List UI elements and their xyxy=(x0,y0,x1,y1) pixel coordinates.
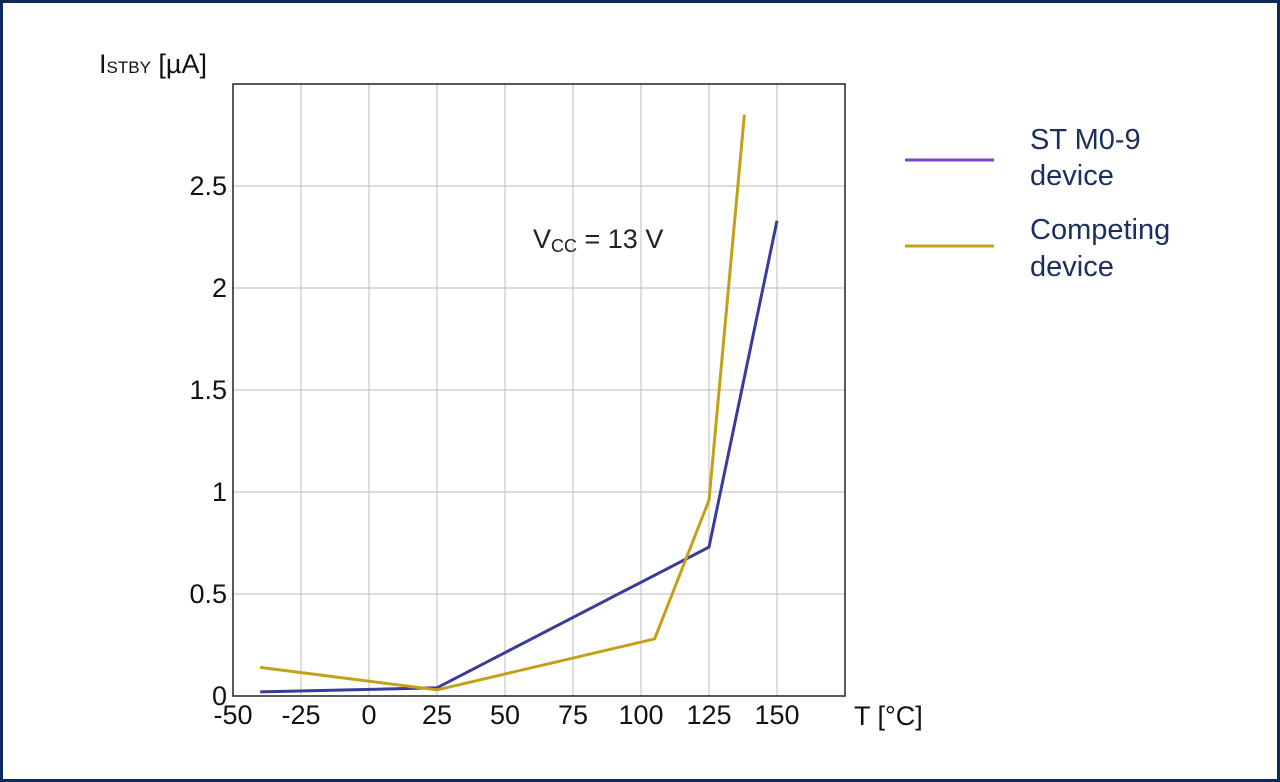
x-tick-label: 75 xyxy=(558,700,588,730)
x-tick-labels: -50 -25 0 25 50 75 100 125 150 xyxy=(213,700,799,730)
plot-area-border xyxy=(232,83,846,697)
x-tick-label: 100 xyxy=(618,700,663,730)
x-axis-title: T [°C] xyxy=(854,701,923,731)
legend-label-competing-line1: Competing xyxy=(1030,214,1170,246)
y-tick-labels: 0 0.5 1 1.5 2 2.5 xyxy=(189,171,227,711)
x-tick-label: -25 xyxy=(281,700,320,730)
y-tick-label: 1 xyxy=(212,477,227,507)
legend-label-st-line2: device xyxy=(1030,160,1114,192)
x-tick-label: 150 xyxy=(754,700,799,730)
series-line-st-m0-9 xyxy=(260,220,779,694)
x-tick-label: -50 xyxy=(213,700,252,730)
legend: ST M0-9 device Competing device xyxy=(905,124,1170,283)
x-tick-label: 0 xyxy=(361,700,376,730)
x-tick-label: 25 xyxy=(422,700,452,730)
series-line-competing xyxy=(260,114,746,692)
y-tick-label: 0 xyxy=(212,681,227,711)
x-tick-label: 50 xyxy=(490,700,520,730)
y-axis-title: ISTBY [µA] xyxy=(99,49,207,79)
y-tick-label: 2.5 xyxy=(189,171,227,201)
x-tick-label: 125 xyxy=(686,700,731,730)
legend-label-st-line1: ST M0-9 xyxy=(1030,124,1141,156)
vcc-annotation: VCC = 13 V xyxy=(533,224,663,256)
legend-label-competing-line2: device xyxy=(1030,251,1114,283)
y-tick-label: 0.5 xyxy=(189,579,227,609)
grid xyxy=(233,84,845,696)
y-tick-label: 2 xyxy=(212,273,227,303)
y-tick-label: 1.5 xyxy=(189,375,227,405)
series-lines xyxy=(260,114,779,694)
